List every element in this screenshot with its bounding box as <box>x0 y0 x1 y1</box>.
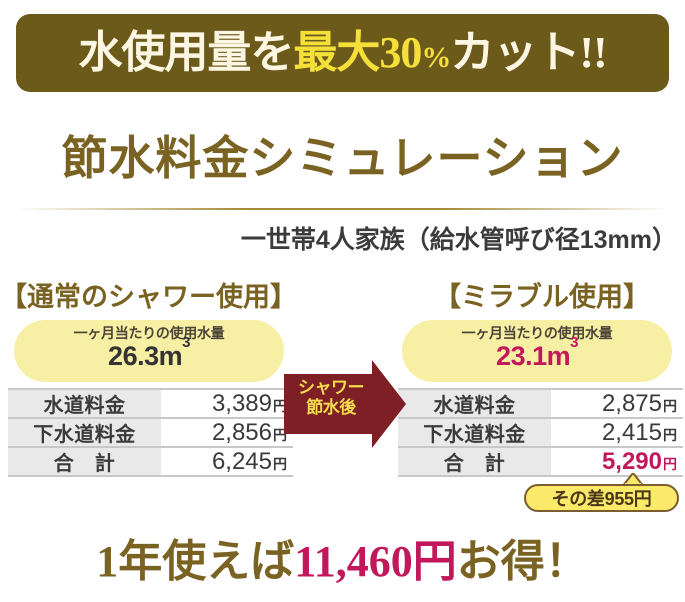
right-usage-label: 一ヶ月当たりの使用水量 <box>461 325 613 341</box>
banner-text-part2: カット!! <box>450 28 607 77</box>
page-subtitle: 一世帯4人家族（給水管呼び径13mm） <box>240 226 677 254</box>
row-amount: 6,245 <box>211 448 272 475</box>
right-arrow-icon <box>284 360 406 448</box>
row-amount: 3,389 <box>211 390 272 417</box>
row-unit: 円 <box>273 456 287 472</box>
row-value: 6,245 円 <box>161 448 293 475</box>
row-label: 合 計 <box>8 448 161 475</box>
arrow-label-line2: 節水後 <box>306 398 356 418</box>
right-usage-value: 23.1m3 <box>402 335 672 372</box>
row-label: 下水道料金 <box>398 419 551 446</box>
table-row-total: 合 計 5,290 円 <box>398 448 683 477</box>
right-usage-exponent: 3 <box>570 333 578 351</box>
left-usage-pill: 一ヶ月当たりの使用水量 26.3m3 <box>14 320 284 382</box>
header-banner: 水使用量を 最大30% カット!! <box>16 14 669 92</box>
row-value: 2,875 円 <box>551 390 683 417</box>
left-usage-exponent: 3 <box>182 333 190 351</box>
row-amount: 2,875 <box>601 390 662 417</box>
row-value: 3,389 円 <box>161 390 293 417</box>
row-value: 5,290 円 <box>551 448 683 475</box>
arrow-label-line1: シャワー <box>298 378 365 397</box>
row-label: 合 計 <box>398 448 551 475</box>
row-amount: 2,856 <box>211 419 272 446</box>
row-amount: 5,290 <box>601 448 662 475</box>
yearly-savings-line: 1年使えば11,460円お得！ <box>0 525 685 589</box>
right-usage-number: 23.1m <box>496 341 571 372</box>
header-banner-text: 水使用量を 最大30% カット!! <box>78 28 607 77</box>
row-unit: 円 <box>273 427 287 443</box>
yearly-savings-suffix: お得！ <box>456 537 589 586</box>
row-unit: 円 <box>273 398 287 414</box>
left-usage-number: 26.3m <box>108 341 183 372</box>
yearly-savings-amount: 11,460円 <box>294 537 457 586</box>
banner-highlight-percent: % <box>421 41 451 74</box>
row-unit: 円 <box>663 427 677 443</box>
row-amount: 2,415 <box>601 419 662 446</box>
left-usage-label: 一ヶ月当たりの使用水量 <box>73 325 225 341</box>
row-label: 水道料金 <box>398 390 551 417</box>
right-price-table: 水道料金 2,875 円 下水道料金 2,415 円 合 計 5,290 円 <box>398 388 683 477</box>
title-divider <box>14 208 671 210</box>
table-row: 下水道料金 2,856 円 <box>8 419 293 448</box>
savings-bubble: その差955円 <box>524 484 679 512</box>
table-row-total: 合 計 6,245 円 <box>8 448 293 477</box>
table-row: 水道料金 3,389 円 <box>8 390 293 419</box>
page-title: 節水料金シミュレーション <box>61 132 624 184</box>
row-label: 下水道料金 <box>8 419 161 446</box>
left-price-table: 水道料金 3,389 円 下水道料金 2,856 円 合 計 6,245 円 <box>8 388 293 477</box>
table-row: 下水道料金 2,415 円 <box>398 419 683 448</box>
arrow-label: シャワー 節水後 <box>290 378 372 418</box>
right-column-heading: 【ミラブル使用】 <box>434 282 650 312</box>
row-label: 水道料金 <box>8 390 161 417</box>
banner-text-part1: 水使用量を <box>78 28 294 77</box>
left-column-heading: 【通常のシャワー使用】 <box>0 282 297 312</box>
row-unit: 円 <box>663 398 677 414</box>
shower-saving-arrow: シャワー 節水後 <box>284 360 406 448</box>
right-usage-pill: 一ヶ月当たりの使用水量 23.1m3 <box>402 320 672 382</box>
yearly-savings-prefix: 1年使えば <box>96 537 295 586</box>
row-value: 2,856 円 <box>161 419 293 446</box>
row-unit: 円 <box>663 456 677 472</box>
savings-bubble-text: その差955円 <box>551 489 652 509</box>
table-row: 水道料金 2,875 円 <box>398 390 683 419</box>
banner-highlight-number: 最大30 <box>293 28 422 77</box>
row-value: 2,415 円 <box>551 419 683 446</box>
left-usage-value: 26.3m3 <box>14 335 284 372</box>
